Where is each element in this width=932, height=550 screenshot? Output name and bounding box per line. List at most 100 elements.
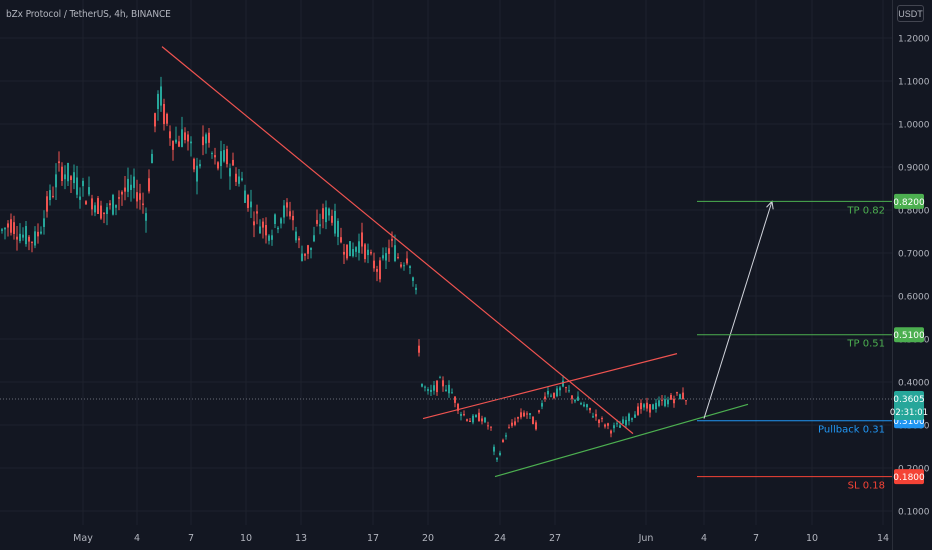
- candle-body: [145, 213, 147, 221]
- candle-body: [553, 392, 555, 399]
- candle-body: [292, 215, 294, 221]
- candle-body: [148, 178, 150, 192]
- candle-body: [631, 418, 633, 420]
- time-axis-label: Jun: [638, 533, 654, 544]
- candle-body: [577, 396, 579, 401]
- candle-body: [307, 245, 309, 254]
- time-axis-label: 10: [806, 533, 818, 544]
- candle-body: [340, 237, 342, 243]
- candle-body: [646, 402, 648, 409]
- candle-body: [61, 166, 63, 182]
- candle-body: [301, 253, 303, 261]
- candle-body: [49, 190, 51, 201]
- price-axis-label: 0.9000: [898, 164, 930, 174]
- candle-body: [406, 258, 408, 264]
- price-axis-label: 0.1000: [898, 508, 930, 518]
- candle-body: [574, 399, 576, 402]
- candle-body: [91, 198, 93, 210]
- candle-body: [109, 203, 111, 206]
- last-price-tag-box: [894, 390, 924, 420]
- currency-button[interactable]: USDT: [897, 5, 924, 22]
- candle-body: [55, 174, 57, 188]
- candle-body: [283, 205, 285, 218]
- candle-body: [139, 193, 141, 200]
- level-price-tag: 0.8200: [893, 198, 925, 208]
- candle-body: [52, 195, 54, 197]
- candle-body: [238, 176, 240, 184]
- candle-body: [655, 402, 657, 410]
- candle-body: [169, 131, 171, 139]
- candle-body: [556, 388, 558, 397]
- candle-body: [316, 220, 318, 224]
- candle-body: [412, 277, 414, 281]
- candle-body: [562, 380, 564, 387]
- candle-body: [370, 252, 372, 254]
- time-axis-label: 14: [877, 533, 889, 544]
- candle-body: [217, 162, 219, 169]
- candle-body: [652, 404, 654, 410]
- candle-body: [184, 132, 186, 140]
- candle-body: [376, 269, 378, 272]
- candle-body: [244, 190, 246, 203]
- candle-body: [481, 418, 483, 422]
- level-price-tag: 0.3100: [893, 417, 925, 427]
- candle-body: [118, 197, 120, 199]
- candle-body: [235, 173, 237, 182]
- candle-body: [85, 201, 87, 205]
- candle-body: [319, 224, 321, 227]
- time-axis-label: 4: [134, 533, 140, 544]
- candle-body: [658, 400, 660, 406]
- candle-body: [313, 235, 315, 242]
- candle-body: [247, 194, 249, 208]
- candle-body: [397, 257, 399, 259]
- candle-body: [388, 248, 390, 254]
- candle-body: [22, 234, 24, 238]
- candle-body: [538, 410, 540, 413]
- candle-body: [673, 398, 675, 404]
- candle-body: [124, 187, 126, 192]
- candle-body: [151, 153, 153, 164]
- candle-body: [106, 207, 108, 215]
- level-price-tag: 0.1800: [893, 473, 925, 483]
- candle-body: [154, 113, 156, 127]
- candle-body: [457, 403, 459, 411]
- candle-body: [436, 380, 438, 393]
- candle-body: [43, 218, 45, 227]
- candle-body: [193, 158, 195, 170]
- candle-body: [112, 194, 114, 215]
- price-axis-label: 1.0000: [898, 121, 930, 131]
- candle-body: [601, 418, 603, 420]
- candle-body: [298, 238, 300, 241]
- candle-body: [166, 113, 168, 124]
- candle-body: [10, 219, 12, 233]
- candle-body: [76, 177, 78, 195]
- candle-body: [115, 204, 117, 208]
- candles-group: [1, 76, 687, 462]
- candle-body: [214, 155, 216, 158]
- candle-body: [676, 392, 678, 394]
- candle-body: [130, 184, 132, 190]
- candle-body: [79, 196, 81, 200]
- candle-body: [142, 203, 144, 205]
- chart-title: bZx Protocol / TetherUS, 4h, BINANCE: [6, 9, 171, 20]
- candle-body: [565, 387, 567, 389]
- candle-body: [7, 223, 9, 228]
- candle-body: [4, 227, 6, 230]
- candle-body: [643, 404, 645, 408]
- candle-body: [394, 245, 396, 261]
- downtrend-line: [161, 46, 634, 435]
- candle-body: [322, 208, 324, 219]
- candle-body: [199, 164, 201, 167]
- candle-body: [664, 399, 666, 407]
- candle-body: [25, 226, 27, 245]
- candle-body: [157, 93, 159, 109]
- candle-body: [265, 225, 267, 236]
- candle-body: [250, 201, 252, 208]
- candle-body: [484, 417, 486, 423]
- candle-body: [439, 377, 441, 379]
- candle-body: [442, 380, 444, 387]
- candle-body: [310, 247, 312, 250]
- candle-body: [268, 235, 270, 241]
- candle-body: [187, 134, 189, 142]
